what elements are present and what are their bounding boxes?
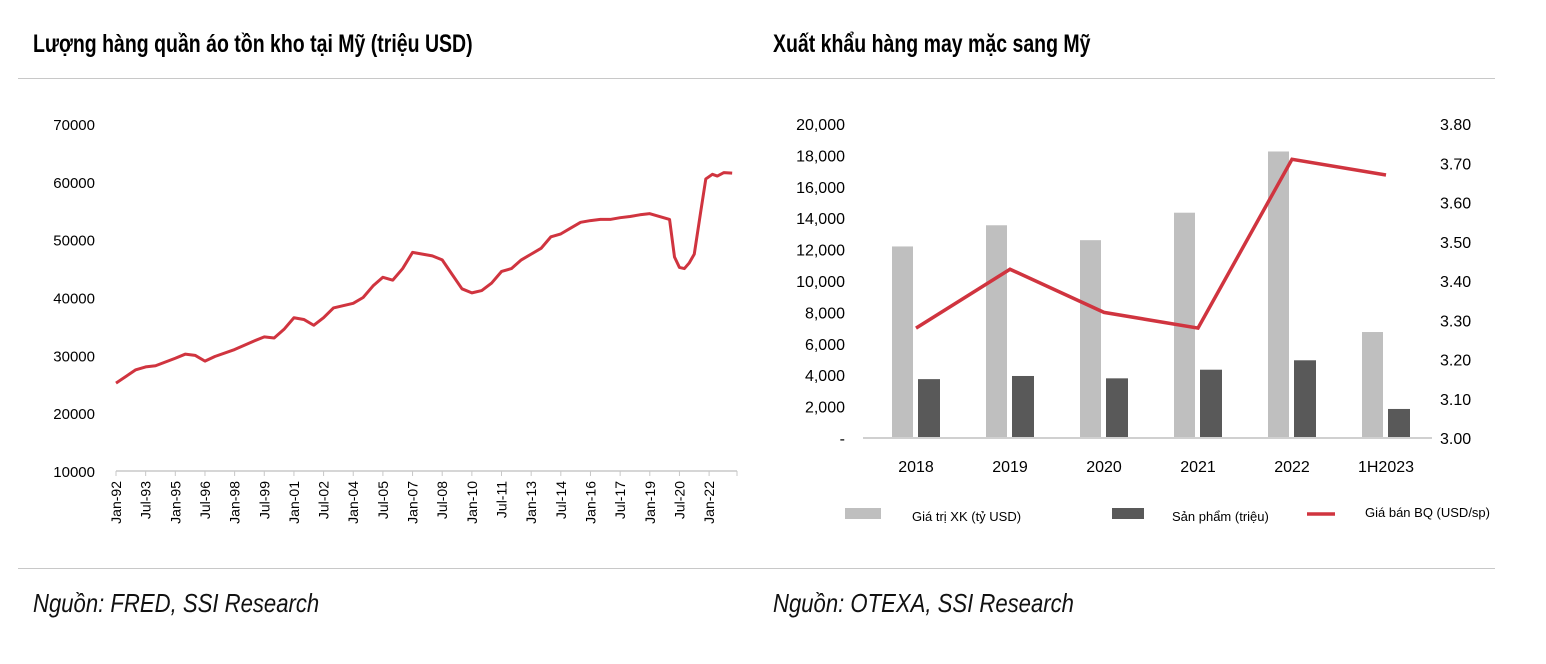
- bar-products: [918, 379, 940, 438]
- y-tick-label: 12,000: [796, 243, 845, 260]
- x-tick-label: Jul-05: [375, 481, 391, 519]
- x-tick-label: Jul-14: [553, 481, 569, 519]
- x-tick-label: Jan-10: [464, 481, 480, 524]
- x-tick-label: Jan-01: [286, 481, 302, 524]
- x-tick-label: Jul-17: [612, 481, 628, 519]
- x-tick-label: Jul-93: [138, 481, 154, 519]
- x-tick-label: Jan-22: [701, 481, 717, 524]
- x-tick-label: Jan-13: [523, 481, 539, 524]
- export-combo-chart: - 2,000 4,000 6,000 8,000 10,000 12,000 14,000 1…: [796, 117, 1490, 524]
- x-tick-label: Jan-98: [227, 481, 243, 524]
- y-tick-label: 20000: [53, 406, 95, 423]
- y2-tick-label: 3.20: [1440, 353, 1471, 370]
- y-tick-label: 6,000: [805, 337, 845, 354]
- x-tick-label: Jul-99: [256, 481, 272, 519]
- x-tick-label: Jan-92: [108, 481, 124, 524]
- y-tick-label: 18,000: [796, 148, 845, 165]
- legend-swatch-export-value: [845, 508, 881, 519]
- x-tick-label: Jul-11: [494, 481, 510, 518]
- inventory-line-chart: 10000 20000 30000 40000 50000 60000 70000 Jan-9…: [53, 117, 738, 524]
- y-tick-label: 8,000: [805, 305, 845, 322]
- legend-swatch-products: [1112, 508, 1144, 519]
- y-tick-label: -: [840, 431, 845, 448]
- bar-products: [1294, 360, 1316, 438]
- y2-tick-label: 3.60: [1440, 196, 1471, 213]
- x-tick-label: 2022: [1274, 459, 1310, 476]
- x-tick-label: 2018: [898, 459, 934, 476]
- y-tick-label: 30000: [53, 348, 95, 365]
- bar-export-value: [1080, 240, 1101, 438]
- y2-tick-label: 3.80: [1440, 117, 1471, 134]
- x-tick-label: Jul-08: [434, 481, 450, 519]
- y2-tick-label: 3.40: [1440, 274, 1471, 291]
- bar-export-value: [1362, 332, 1383, 438]
- x-tick-label: 2020: [1086, 459, 1122, 476]
- x-tick-label: 2021: [1180, 459, 1216, 476]
- inventory-series-line: [115, 171, 733, 385]
- bar-export-value: [892, 246, 913, 438]
- y2-tick-label: 3.50: [1440, 235, 1471, 252]
- y-tick-label: 4,000: [805, 368, 845, 385]
- y2-tick-label: 3.70: [1440, 156, 1471, 173]
- bar-export-value: [1268, 151, 1289, 438]
- left-source: Nguồn: FRED, SSI Research: [33, 588, 320, 618]
- x-tick-label: Jan-19: [642, 481, 658, 524]
- legend-label-price: Giá bán BQ (USD/sp): [1365, 505, 1490, 520]
- top-divider: [18, 78, 1495, 79]
- x-tick-label: Jan-95: [167, 481, 183, 524]
- left-chart-title: Lượng hàng quần áo tồn kho tại Mỹ (triệu…: [33, 30, 473, 58]
- y-tick-label: 60000: [53, 175, 95, 192]
- x-tick-label: Jul-20: [671, 481, 687, 519]
- bar-products: [1388, 408, 1410, 438]
- y-tick-label: 14,000: [796, 211, 845, 228]
- bar-products: [1106, 378, 1128, 438]
- x-tick-label: Jul-96: [197, 481, 213, 519]
- y-tick-label: 40000: [53, 291, 95, 308]
- legend-label-export-value: Giá trị XK (tỷ USD): [912, 509, 1021, 524]
- y-tick-label: 10000: [53, 464, 95, 481]
- y-tick-label: 70000: [53, 117, 95, 134]
- y-tick-label: 2,000: [805, 400, 845, 417]
- x-tick-label: 1H2023: [1358, 459, 1414, 476]
- bar-products: [1200, 369, 1222, 438]
- y2-tick-label: 3.10: [1440, 392, 1471, 409]
- y-tick-label: 10,000: [796, 274, 845, 291]
- right-chart-title: Xuất khẩu hàng may mặc sang Mỹ: [773, 30, 1091, 58]
- price-series-line: [915, 157, 1387, 331]
- y-tick-label: 50000: [53, 233, 95, 250]
- x-tick-label: Jan-07: [405, 481, 421, 524]
- x-tick-label: Jan-16: [582, 481, 598, 524]
- x-tick-label: Jul-02: [316, 481, 332, 519]
- y-tick-label: 20,000: [796, 117, 845, 134]
- bottom-divider: [18, 568, 1495, 569]
- y2-tick-label: 3.30: [1440, 313, 1471, 330]
- y-tick-label: 16,000: [796, 180, 845, 197]
- x-tick-label: Jan-04: [345, 481, 361, 524]
- right-source: Nguồn: OTEXA, SSI Research: [773, 588, 1074, 618]
- bar-export-value: [986, 225, 1007, 438]
- y2-tick-label: 3.00: [1440, 431, 1471, 448]
- bar-products: [1012, 375, 1034, 438]
- legend-label-products: Sản phẩm (triệu): [1172, 509, 1269, 524]
- x-tick-label: 2019: [992, 459, 1028, 476]
